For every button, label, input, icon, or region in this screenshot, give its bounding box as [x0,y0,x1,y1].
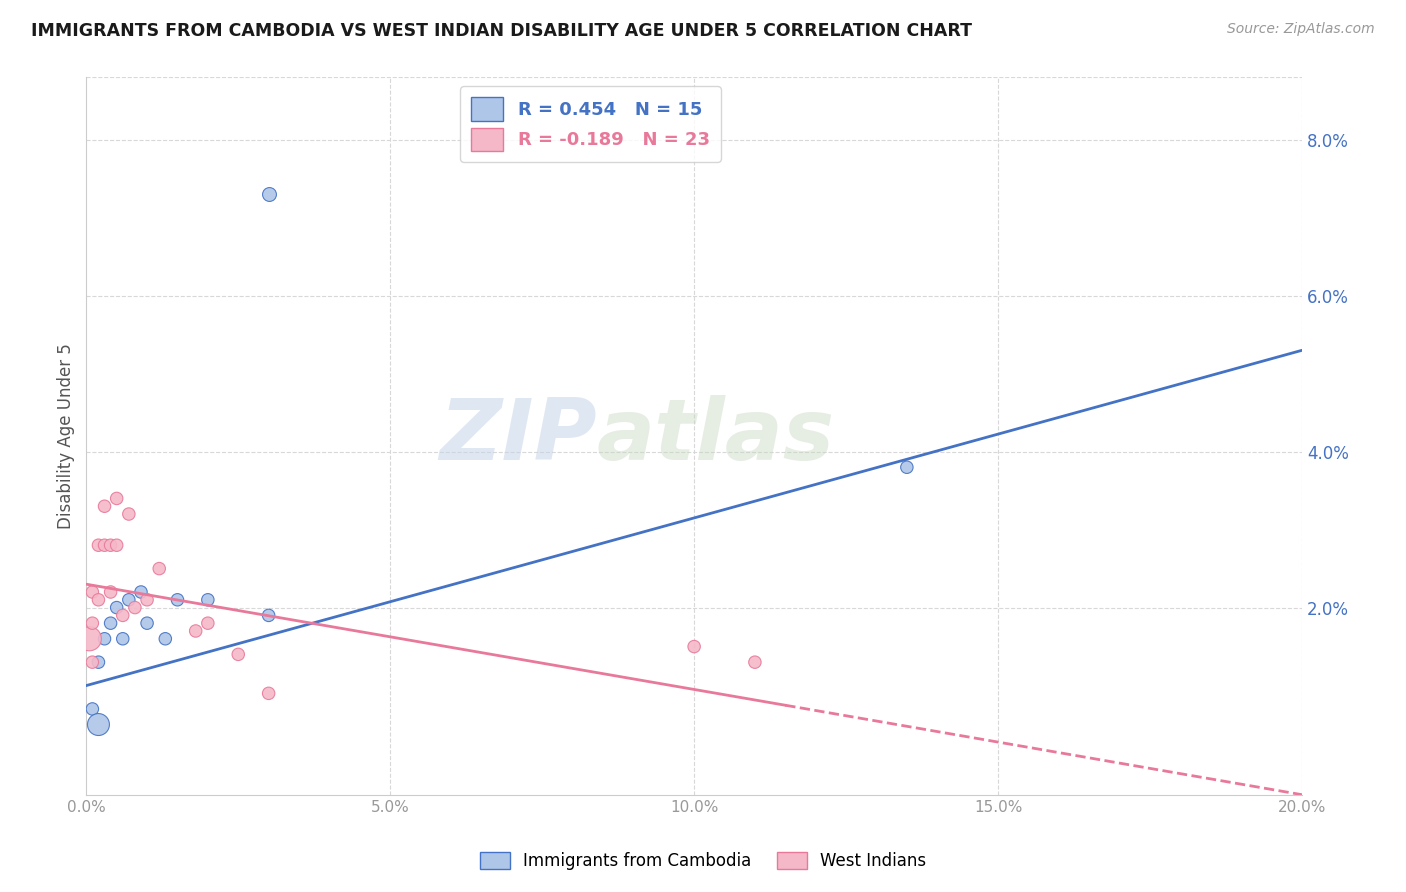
Point [124,600,146,615]
Point [87,538,110,552]
Y-axis label: Disability Age Under 5: Disability Age Under 5 [58,343,75,529]
Point [93,632,115,646]
Point [105,600,128,615]
Point [896,460,918,475]
Point [257,686,280,700]
Point [82,702,104,716]
Text: ZIP: ZIP [439,394,598,477]
Point [87,655,110,669]
Point [118,592,141,607]
Point [111,632,134,646]
Point [155,632,177,646]
Point [257,187,280,202]
Text: Source: ZipAtlas.com: Source: ZipAtlas.com [1227,22,1375,37]
Point [129,585,152,599]
Point [197,592,219,607]
Point [100,538,122,552]
Text: IMMIGRANTS FROM CAMBODIA VS WEST INDIAN DISABILITY AGE UNDER 5 CORRELATION CHART: IMMIGRANTS FROM CAMBODIA VS WEST INDIAN … [31,22,972,40]
Text: atlas: atlas [598,394,835,477]
Point [105,491,128,506]
Point [257,608,280,623]
Point [148,561,170,575]
Legend: R = 0.454   N = 15, R = -0.189   N = 23: R = 0.454 N = 15, R = -0.189 N = 23 [460,87,721,161]
Point [100,616,122,631]
Point [79,632,101,646]
Point [82,655,104,669]
Point [197,616,219,631]
Legend: Immigrants from Cambodia, West Indians: Immigrants from Cambodia, West Indians [474,845,932,877]
Point [82,616,104,631]
Point [118,507,141,521]
Point [136,592,159,607]
Point [744,655,766,669]
Point [105,538,128,552]
Point [93,500,115,514]
Point [87,717,110,731]
Point [87,592,110,607]
Point [683,640,706,654]
Point [166,592,188,607]
Point [184,624,207,638]
Point [100,585,122,599]
Point [82,585,104,599]
Point [93,538,115,552]
Point [136,616,159,631]
Point [111,608,134,623]
Point [226,648,249,662]
